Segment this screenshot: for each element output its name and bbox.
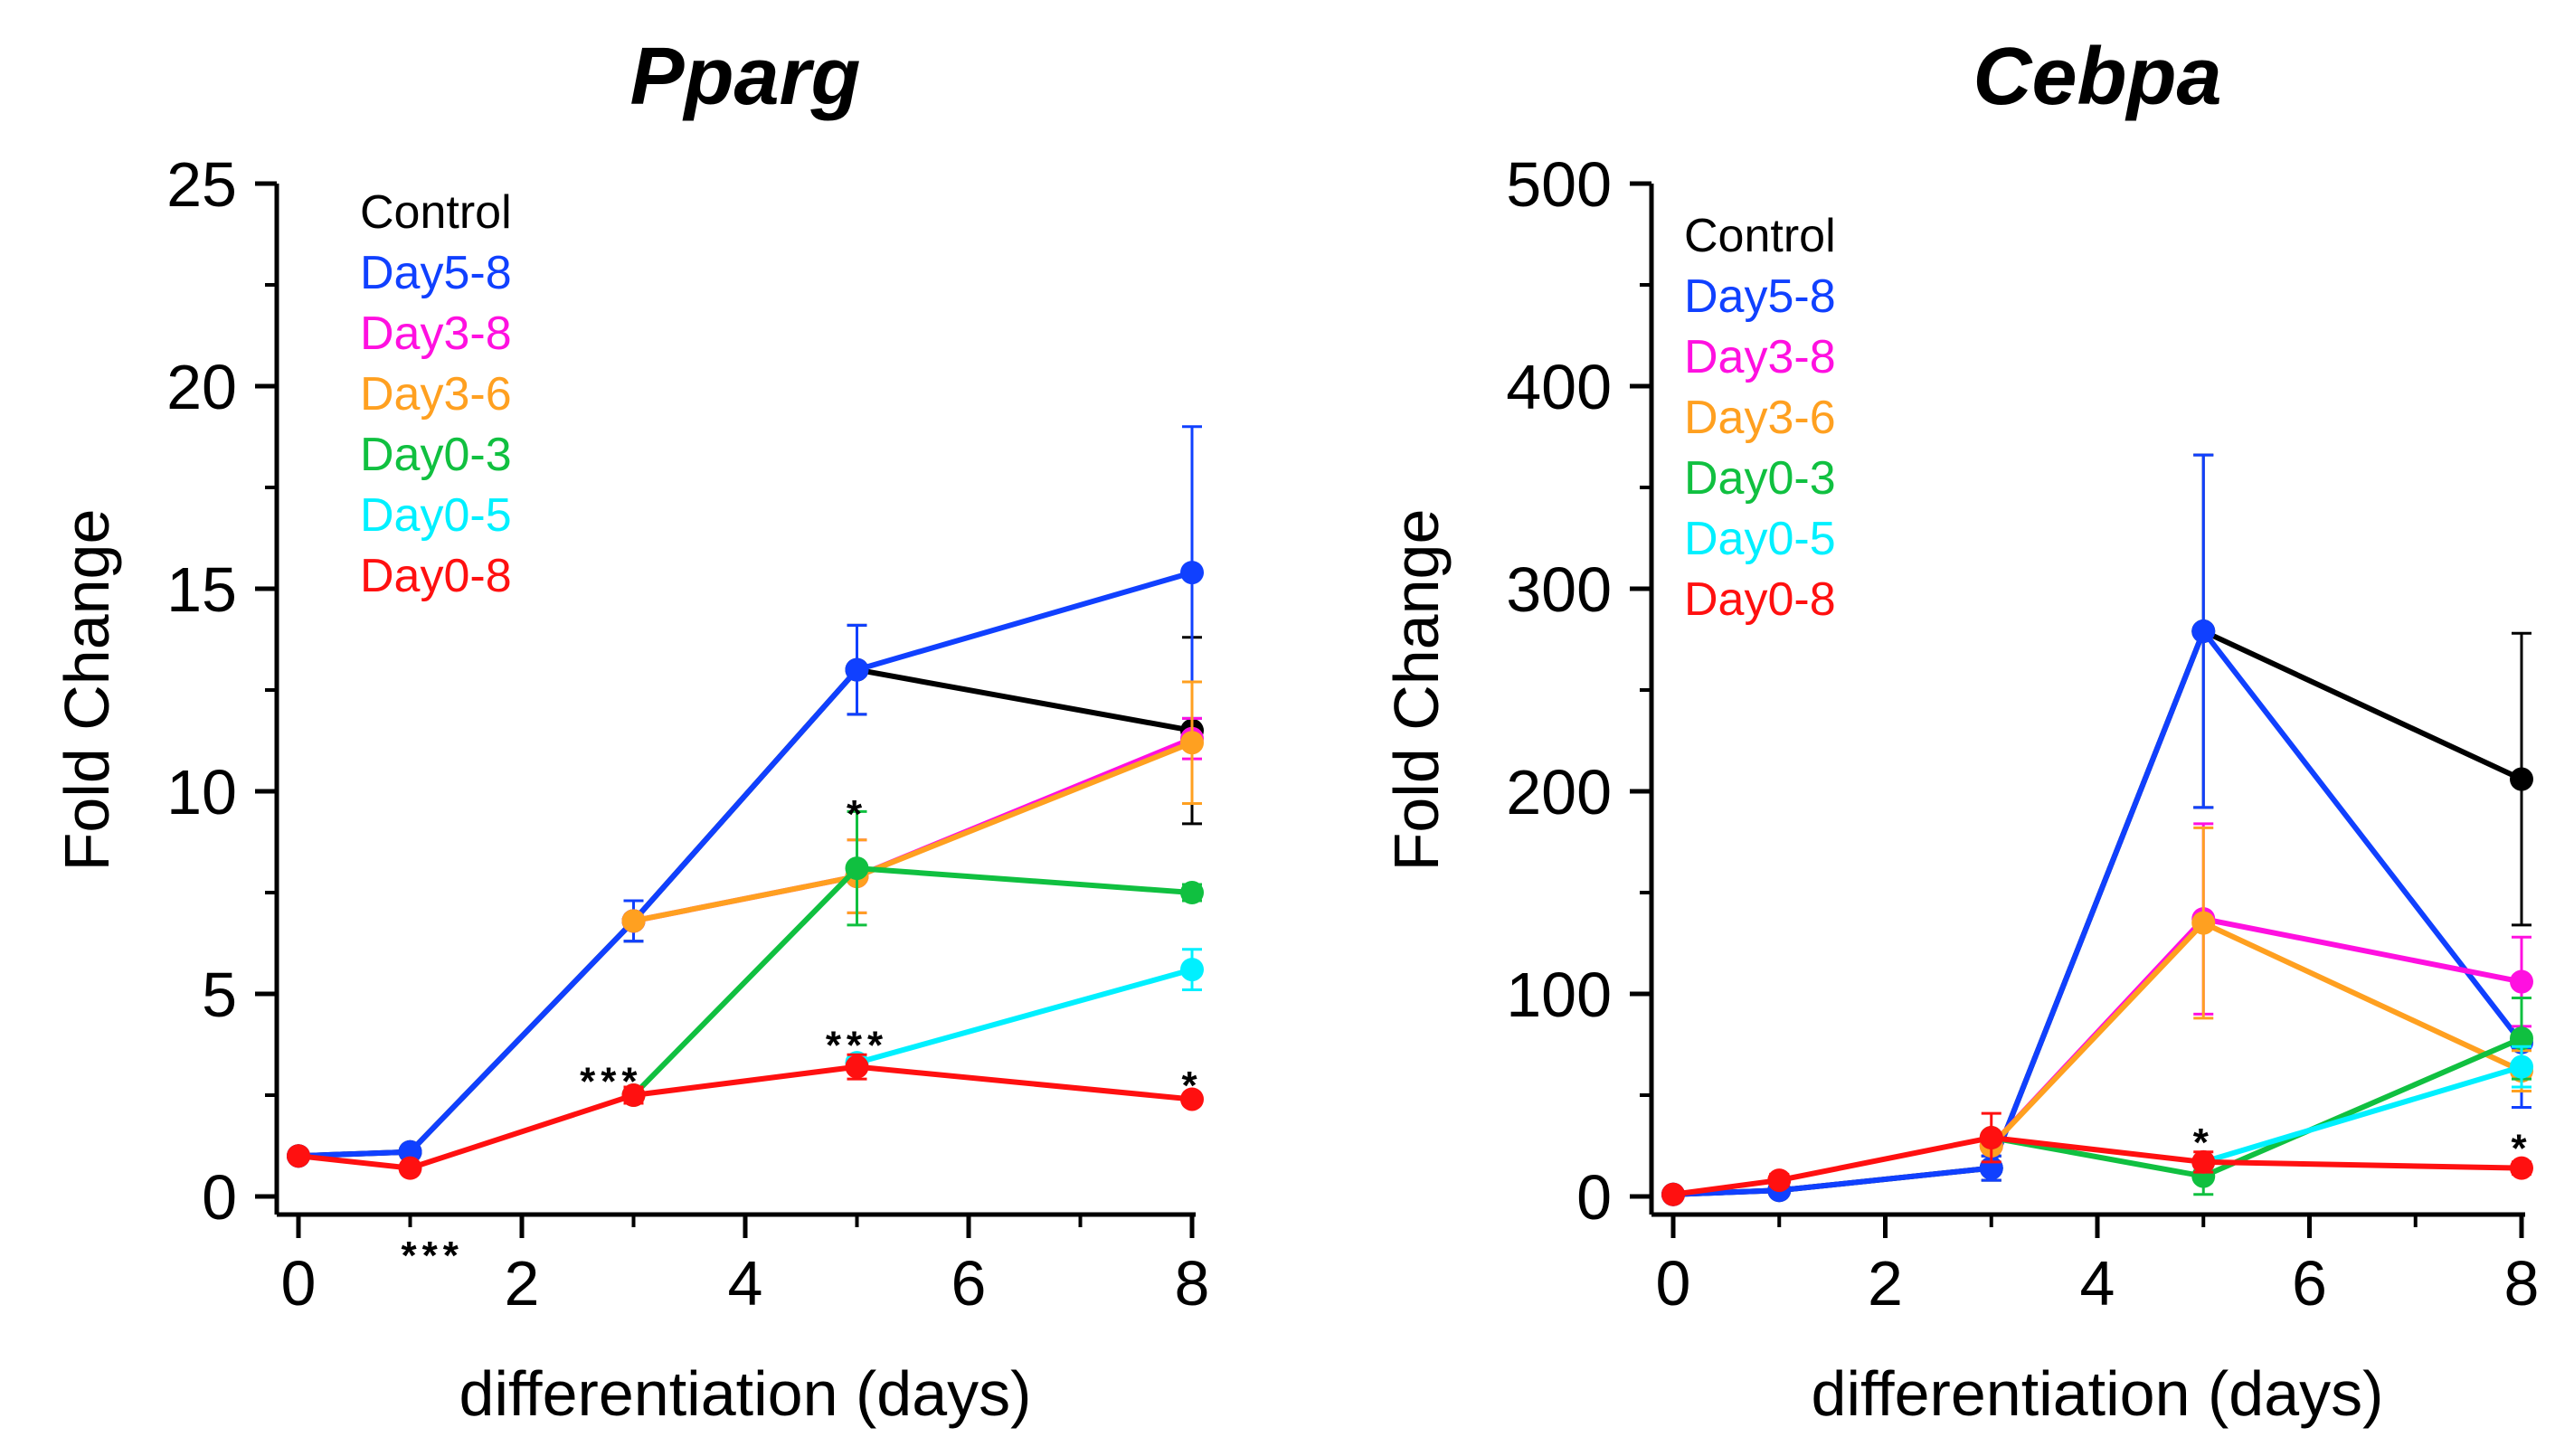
chart1-y-tick-label-5: 500 (1506, 149, 1612, 220)
chart0-series-4-point-2 (1180, 881, 1204, 904)
chart1-series-1 (1661, 453, 2533, 1206)
chart1-series-6-point-4 (2510, 1156, 2533, 1180)
chart-cebpa: Cebpa 0 100 200 300 400 500 0 2 4 6 8 differentiatio… (1381, 32, 2539, 1429)
chart1-series-4-point-2 (2510, 1026, 2533, 1051)
chart1-x-tick-label-3: 6 (2292, 1248, 2327, 1319)
chart0-x-tick-label-2: 4 (728, 1248, 763, 1319)
chart0-series-4-point-1 (845, 856, 869, 881)
chart1-y-tick-label-0: 0 (1576, 1162, 1612, 1233)
chart0-annotation-1: *** (580, 1060, 642, 1104)
chart0-series-1-line (298, 570, 1193, 1159)
chart0-legend-entry-3: Day3-6 (360, 368, 512, 421)
chart0-y-tick-label-1: 5 (202, 960, 237, 1030)
chart0-series-5-point-1 (1180, 958, 1204, 982)
chart1-series-5-line (2202, 1064, 2522, 1165)
chart0-legend-entry-6: Day0-8 (360, 550, 512, 602)
chart1-legend-entry-4: Day0-3 (1684, 452, 1836, 505)
chart0-series-1-point-3 (845, 657, 869, 682)
chart0-series-6-point-2 (621, 1083, 646, 1107)
chart0-series-6-point-1 (398, 1156, 422, 1180)
chart0-series-group (287, 425, 1204, 1180)
chart0-y-tick-label-5: 25 (166, 149, 237, 220)
chart1-legend-entry-0: Control (1684, 210, 1836, 262)
chart1-legend-entry-6: Day0-8 (1684, 573, 1836, 626)
chart1-series-2-point-2 (2510, 969, 2533, 994)
chart1-y-axis-label: Fold Change (1381, 509, 1452, 872)
chart1-annotation-1: * (2511, 1127, 2531, 1171)
chart0-annotation-3: *** (826, 1023, 888, 1067)
chart1-series-6-point-0 (1661, 1182, 1685, 1206)
chart0-x-tick-label-3: 6 (951, 1248, 987, 1319)
chart1-title: Cebpa (1973, 32, 2221, 122)
chart1-series-6 (1661, 1111, 2533, 1206)
chart1-annotation-0: * (2193, 1120, 2214, 1165)
chart1-legend-entry-2: Day3-8 (1684, 331, 1836, 383)
chart0-legend-entry-0: Control (360, 186, 512, 239)
chart0-x-axis-label: differentiation (days) (459, 1358, 1032, 1429)
chart1-series-3-line (1989, 920, 2523, 1149)
chart0-annotation-4: * (1181, 1064, 1202, 1108)
chart0-legend-entry-5: Day0-5 (360, 489, 512, 542)
chart1-series-1-line (1672, 629, 2524, 1197)
chart1-y-tick-label-2: 200 (1506, 757, 1612, 827)
chart1-x-tick-label-2: 4 (2080, 1248, 2115, 1319)
chart0-series-6-point-3 (845, 1054, 869, 1079)
chart0-series-3-line (632, 740, 1194, 924)
chart0-annotation-2: * (847, 792, 867, 837)
chart0-y-axis-label: Fold Change (52, 509, 122, 872)
chart0-series-1-point-4 (1180, 561, 1204, 585)
chart0-series-5-line (856, 967, 1193, 1066)
chart0-series-3-point-0 (621, 909, 646, 933)
chart1-series-0-point-4 (2510, 767, 2533, 791)
chart0-y-tick-label-3: 15 (166, 554, 237, 625)
chart0-series-6-point-4 (1180, 1087, 1204, 1111)
chart1-legend-entry-1: Day5-8 (1684, 270, 1836, 323)
chart0-x-tick-label-4: 8 (1175, 1248, 1210, 1319)
chart1-legend-entry-5: Day0-5 (1684, 513, 1836, 565)
chart0-series-6 (287, 1053, 1204, 1180)
chart0-y-tick-label-2: 10 (166, 757, 237, 827)
chart1-y-tick-label-4: 400 (1506, 352, 1612, 422)
chart0-legend-entry-2: Day3-8 (360, 307, 512, 360)
chart1-series-5-point-1 (2510, 1054, 2533, 1079)
chart0-legend-entry-4: Day0-3 (360, 429, 512, 481)
chart0-y-tick-label-4: 20 (166, 352, 237, 422)
chart1-y-tick-label-1: 100 (1506, 960, 1612, 1030)
chart0-series-2 (621, 716, 1204, 933)
chart0-series-5 (845, 948, 1204, 1075)
chart-pparg: Pparg 0 5 10 15 20 25 0 2 4 6 8 differentiation (day… (52, 32, 1209, 1429)
chart1-x-tick-label-0: 0 (1656, 1248, 1691, 1319)
chart0-title: Pparg (629, 32, 860, 122)
chart1-x-tick-label-1: 2 (1868, 1248, 1903, 1319)
chart1-series-6-point-1 (1767, 1168, 1792, 1193)
chart1-series-0-line (1672, 629, 2523, 1197)
chart1-series-group (1661, 453, 2533, 1206)
chart0-series-6-line (298, 1064, 1193, 1171)
chart1-series-0 (1661, 453, 2533, 1206)
chart1-series-6-point-2 (1979, 1126, 2003, 1150)
chart0-annotation-0: *** (402, 1234, 464, 1278)
chart0-y-tick-label-0: 0 (202, 1162, 237, 1233)
chart1-series-3-point-1 (2191, 911, 2216, 935)
chart0-x-tick-label-1: 2 (505, 1248, 540, 1319)
chart1-legend-entry-3: Day3-6 (1684, 392, 1836, 444)
chart0-series-1-point-1 (398, 1139, 422, 1164)
chart1-series-1-point-3 (2191, 619, 2216, 644)
chart1-series-6-point-3 (2191, 1149, 2216, 1174)
chart1-x-tick-label-4: 8 (2504, 1248, 2540, 1319)
chart1-x-axis-label: differentiation (days) (1812, 1358, 2384, 1429)
chart0-series-6-point-0 (287, 1144, 310, 1168)
chart0-series-3-point-2 (1180, 731, 1204, 755)
chart0-legend-entry-1: Day5-8 (360, 247, 512, 299)
chart0-x-tick-label-0: 0 (281, 1248, 317, 1319)
chart1-y-tick-label-3: 300 (1506, 554, 1612, 625)
